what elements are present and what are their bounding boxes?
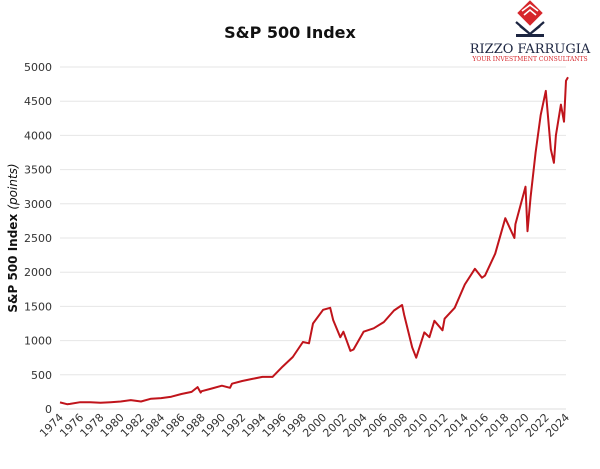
y-tick-label: 5000: [24, 61, 52, 74]
y-tick-label: 3000: [24, 198, 52, 211]
chart-title: S&P 500 Index: [224, 23, 356, 42]
logo-icon: [515, 0, 545, 37]
y-tick-label: 2000: [24, 266, 52, 279]
logo: RIZZO FARRUGIA YOUR INVESTMENT CONSULTAN…: [470, 0, 591, 63]
y-tick-label: 2500: [24, 232, 52, 245]
y-tick-label: 4500: [24, 95, 52, 108]
y-tick-label: 500: [31, 369, 52, 382]
sp500-series-line: [59, 76, 569, 406]
y-tick-label: 3500: [24, 164, 52, 177]
y-tick-label: 4000: [24, 129, 52, 142]
y-axis: 0 500 1000 1500 2000 2500 3000 3500 4000 4500 5000: [24, 61, 52, 416]
y-tick-label: 0: [45, 403, 52, 416]
logo-tagline: YOUR INVESTMENT CONSULTANTS: [471, 56, 587, 63]
y-tick-label: 1000: [24, 335, 52, 348]
grid: [60, 66, 566, 410]
x-axis: 1974197619781980198219841986198819901992…: [37, 411, 572, 440]
logo-name: RIZZO FARRUGIA: [470, 42, 591, 57]
y-axis-label: S&P 500 Index (points): [6, 163, 20, 312]
x-tick-label: 2024: [543, 411, 572, 440]
y-tick-label: 1500: [24, 300, 52, 313]
